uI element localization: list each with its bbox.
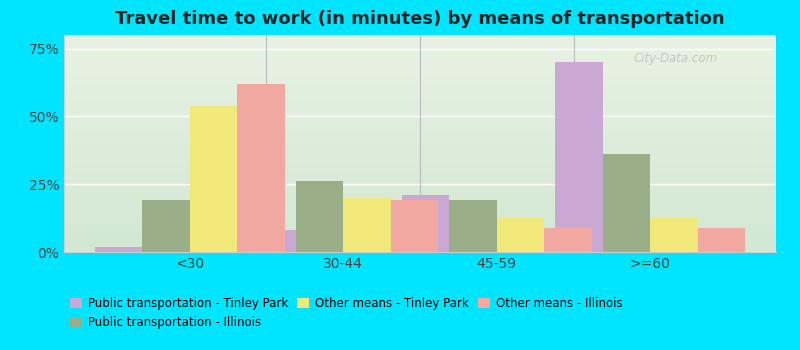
Bar — [402, 195, 450, 252]
Bar — [237, 84, 285, 252]
Bar — [450, 201, 497, 252]
Bar — [343, 198, 390, 252]
Bar — [142, 201, 190, 252]
Bar — [190, 106, 237, 252]
Bar — [296, 181, 343, 252]
Bar — [650, 217, 698, 252]
Bar — [497, 217, 544, 252]
Text: City-Data.com: City-Data.com — [634, 52, 718, 65]
Bar — [603, 154, 650, 252]
Bar — [698, 228, 746, 252]
Bar — [555, 62, 603, 252]
Legend: Public transportation - Tinley Park, Public transportation - Illinois, Other mea: Public transportation - Tinley Park, Pub… — [70, 297, 622, 329]
Bar — [544, 228, 592, 252]
Bar — [390, 201, 438, 252]
Bar — [94, 246, 142, 252]
Title: Travel time to work (in minutes) by means of transportation: Travel time to work (in minutes) by mean… — [115, 10, 725, 28]
Bar — [248, 230, 296, 252]
